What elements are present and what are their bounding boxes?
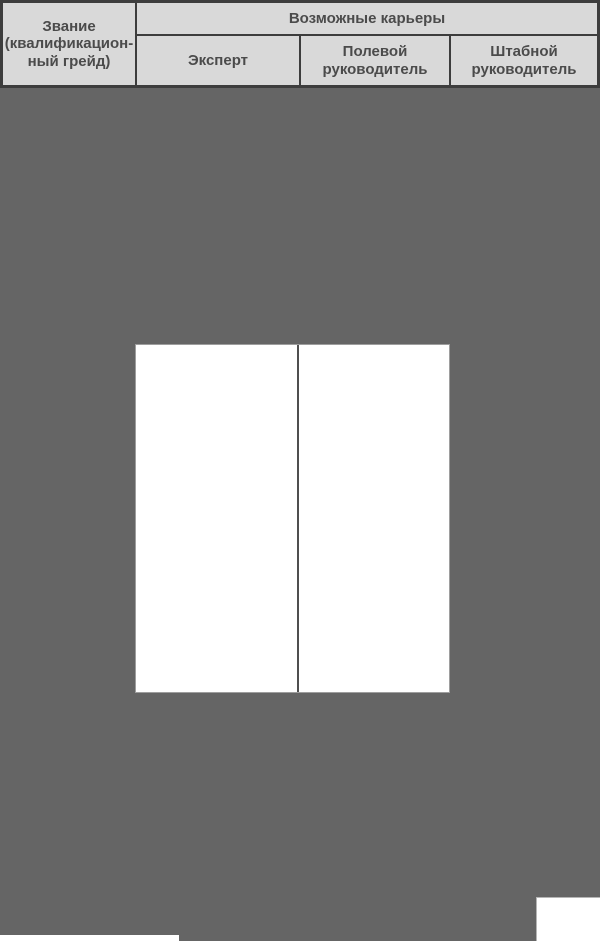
career-table-header: Звание (квалификацион- ный грейд) Возмож… xyxy=(0,0,600,88)
header-cell-rank: Звание (квалификацион- ный грейд) xyxy=(3,3,135,85)
empty-cell-field-manager xyxy=(299,345,449,692)
header-cell-staff-manager: Штабной руководитель xyxy=(451,36,597,85)
header-cell-expert: Эксперт xyxy=(137,36,299,85)
header-cell-possible-careers: Возможные карьеры xyxy=(137,3,597,34)
empty-cell-expert xyxy=(136,345,299,692)
page-render-fragment-bottom-left xyxy=(0,935,179,941)
header-cell-field-manager: Полевой руководитель xyxy=(301,36,449,85)
page-render-fragment-bottom-right xyxy=(536,897,600,941)
empty-table-body-cells xyxy=(135,344,450,693)
